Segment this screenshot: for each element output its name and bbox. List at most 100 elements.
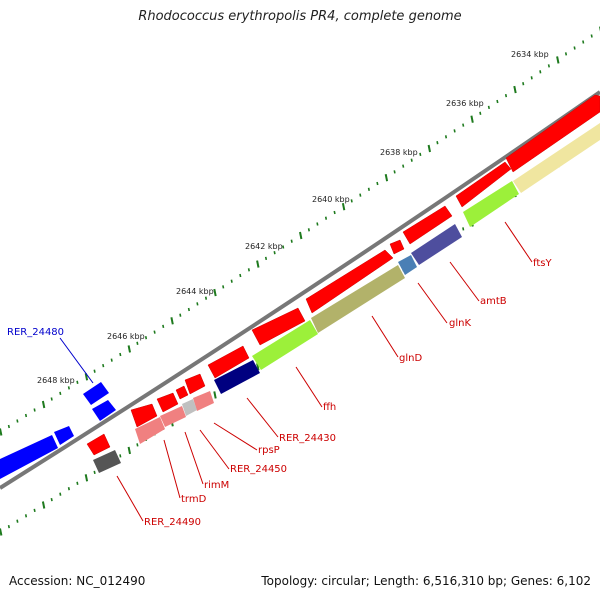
minor-tick xyxy=(136,443,139,447)
minor-tick xyxy=(119,352,122,357)
minor-tick xyxy=(136,341,139,345)
cog-box xyxy=(160,406,186,427)
minor-tick xyxy=(530,76,533,80)
minor-tick xyxy=(333,210,336,215)
minor-tick xyxy=(402,164,405,168)
minor-tick xyxy=(119,454,122,458)
tick-label: 2648 kbp xyxy=(37,376,75,385)
gene-arrow xyxy=(156,392,179,413)
major-tick xyxy=(427,144,431,153)
major-tick xyxy=(0,428,3,436)
minor-tick xyxy=(564,52,568,56)
minor-tick xyxy=(179,313,182,317)
minor-tick xyxy=(59,492,62,496)
gene-label: RER_24490 xyxy=(144,517,201,528)
major-tick xyxy=(256,260,260,268)
minor-tick xyxy=(367,187,370,191)
cog-box xyxy=(193,391,214,411)
minor-tick xyxy=(462,123,465,127)
minor-tick xyxy=(33,508,36,513)
gene-arrow xyxy=(175,385,189,400)
major-tick xyxy=(341,203,346,211)
minor-tick xyxy=(359,193,362,197)
tick-label: 2642 kbp xyxy=(245,242,283,251)
minor-tick xyxy=(453,129,456,133)
minor-tick xyxy=(547,64,550,68)
gene-arrow xyxy=(505,94,600,173)
minor-tick xyxy=(67,386,70,390)
cog-box xyxy=(311,265,405,333)
minor-tick xyxy=(410,158,413,162)
minor-tick xyxy=(59,391,62,396)
label-connector-blue xyxy=(59,337,94,384)
minor-tick xyxy=(230,279,233,283)
minor-tick xyxy=(222,285,225,289)
minor-tick xyxy=(307,228,310,232)
major-tick xyxy=(41,400,46,409)
minor-tick xyxy=(110,358,113,362)
minor-tick xyxy=(239,273,242,278)
major-tick xyxy=(127,345,131,353)
gene-label: glnD xyxy=(399,353,422,364)
major-tick xyxy=(299,231,303,240)
major-tick xyxy=(0,528,3,536)
minor-tick xyxy=(7,424,10,429)
gene-arrow xyxy=(305,249,394,314)
cog-box xyxy=(93,450,121,473)
minor-tick xyxy=(316,222,319,226)
minor-tick xyxy=(539,70,542,74)
minor-tick xyxy=(479,111,482,115)
minor-tick xyxy=(76,481,79,485)
minor-tick xyxy=(50,397,53,401)
gene-arrow-blue xyxy=(0,435,58,479)
gene-arrow-blue xyxy=(54,426,74,445)
minor-tick xyxy=(33,408,36,412)
tick-label: 2636 kbp xyxy=(446,99,484,108)
major-tick xyxy=(556,56,560,64)
gene-arrow xyxy=(207,345,250,379)
major-tick xyxy=(170,317,174,325)
gene-label: ffh xyxy=(323,402,336,413)
minor-tick xyxy=(76,380,79,384)
minor-tick xyxy=(162,324,165,329)
minor-tick xyxy=(144,336,148,340)
gene-labels: ftsY amtB glnK glnD ffh RER_24430 rpsP R… xyxy=(7,258,552,528)
minor-tick xyxy=(436,141,439,145)
minor-tick xyxy=(444,135,448,139)
minor-tick xyxy=(24,514,28,518)
minor-tick xyxy=(93,470,96,475)
minor-tick xyxy=(462,227,465,231)
cog-box xyxy=(214,360,260,394)
minor-tick xyxy=(573,46,576,50)
minor-tick xyxy=(419,152,422,157)
gene-label: trmD xyxy=(181,494,207,505)
gene-label: amtB xyxy=(480,296,507,307)
gene-label: ftsY xyxy=(533,258,552,269)
cog-box xyxy=(411,224,462,265)
minor-tick xyxy=(582,40,585,44)
topology-text: Topology: circular; Length: 6,516,310 bp… xyxy=(261,574,591,588)
minor-tick xyxy=(376,181,379,186)
minor-tick xyxy=(522,82,525,86)
major-ticks xyxy=(0,26,600,536)
major-tick xyxy=(127,446,131,455)
gene-arrow-blue xyxy=(83,382,109,405)
minor-tick xyxy=(50,497,53,502)
cog-box xyxy=(182,399,197,416)
gene-label: RER_24480 xyxy=(7,327,64,338)
cog-box xyxy=(463,181,519,227)
major-tick xyxy=(84,373,89,381)
minor-tick xyxy=(16,519,19,523)
minor-tick xyxy=(393,170,396,174)
minor-tick xyxy=(7,524,10,529)
minor-tick xyxy=(496,99,499,104)
gene-label: rpsP xyxy=(258,445,280,456)
gene-arrow xyxy=(455,161,512,208)
major-tick xyxy=(256,363,260,371)
tick-label: 2640 kbp xyxy=(312,195,350,204)
tick-label: 2638 kbp xyxy=(380,148,418,157)
major-tick xyxy=(384,174,389,182)
genome-backbone xyxy=(0,90,600,490)
minor-tick xyxy=(102,363,105,368)
